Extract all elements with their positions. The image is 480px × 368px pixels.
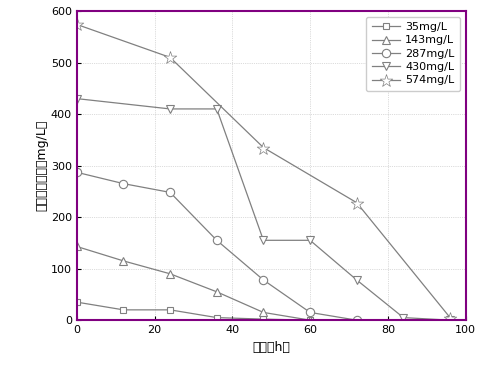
143mg/L xyxy=(167,272,173,276)
X-axis label: 时间（h）: 时间（h） xyxy=(252,340,290,354)
430mg/L xyxy=(167,107,173,111)
35mg/L xyxy=(307,318,313,322)
430mg/L xyxy=(74,96,80,101)
Line: 574mg/L: 574mg/L xyxy=(71,18,456,324)
35mg/L xyxy=(74,300,80,304)
143mg/L xyxy=(214,290,220,294)
287mg/L xyxy=(354,318,360,322)
Line: 287mg/L: 287mg/L xyxy=(72,168,361,324)
574mg/L xyxy=(261,145,266,150)
35mg/L xyxy=(167,308,173,312)
287mg/L xyxy=(307,310,313,315)
143mg/L xyxy=(120,259,126,263)
287mg/L xyxy=(167,190,173,195)
287mg/L xyxy=(74,170,80,174)
Y-axis label: 乙酸乙酯浓度（mg/L）: 乙酸乙酯浓度（mg/L） xyxy=(35,120,48,211)
574mg/L xyxy=(74,22,80,26)
35mg/L xyxy=(120,308,126,312)
574mg/L xyxy=(167,55,173,60)
430mg/L xyxy=(307,238,313,243)
Line: 35mg/L: 35mg/L xyxy=(73,299,313,323)
430mg/L xyxy=(214,107,220,111)
Legend: 35mg/L, 143mg/L, 287mg/L, 430mg/L, 574mg/L: 35mg/L, 143mg/L, 287mg/L, 430mg/L, 574mg… xyxy=(366,17,460,91)
Line: 430mg/L: 430mg/L xyxy=(72,95,454,324)
430mg/L xyxy=(447,318,453,322)
143mg/L xyxy=(261,310,266,315)
35mg/L xyxy=(214,315,220,320)
574mg/L xyxy=(354,201,360,205)
143mg/L xyxy=(307,318,313,322)
430mg/L xyxy=(261,238,266,243)
287mg/L xyxy=(120,181,126,186)
143mg/L xyxy=(74,244,80,249)
574mg/L xyxy=(447,315,453,320)
430mg/L xyxy=(400,315,406,320)
Line: 143mg/L: 143mg/L xyxy=(72,242,314,324)
287mg/L xyxy=(214,238,220,243)
287mg/L xyxy=(261,278,266,282)
35mg/L xyxy=(261,317,266,321)
430mg/L xyxy=(354,278,360,282)
